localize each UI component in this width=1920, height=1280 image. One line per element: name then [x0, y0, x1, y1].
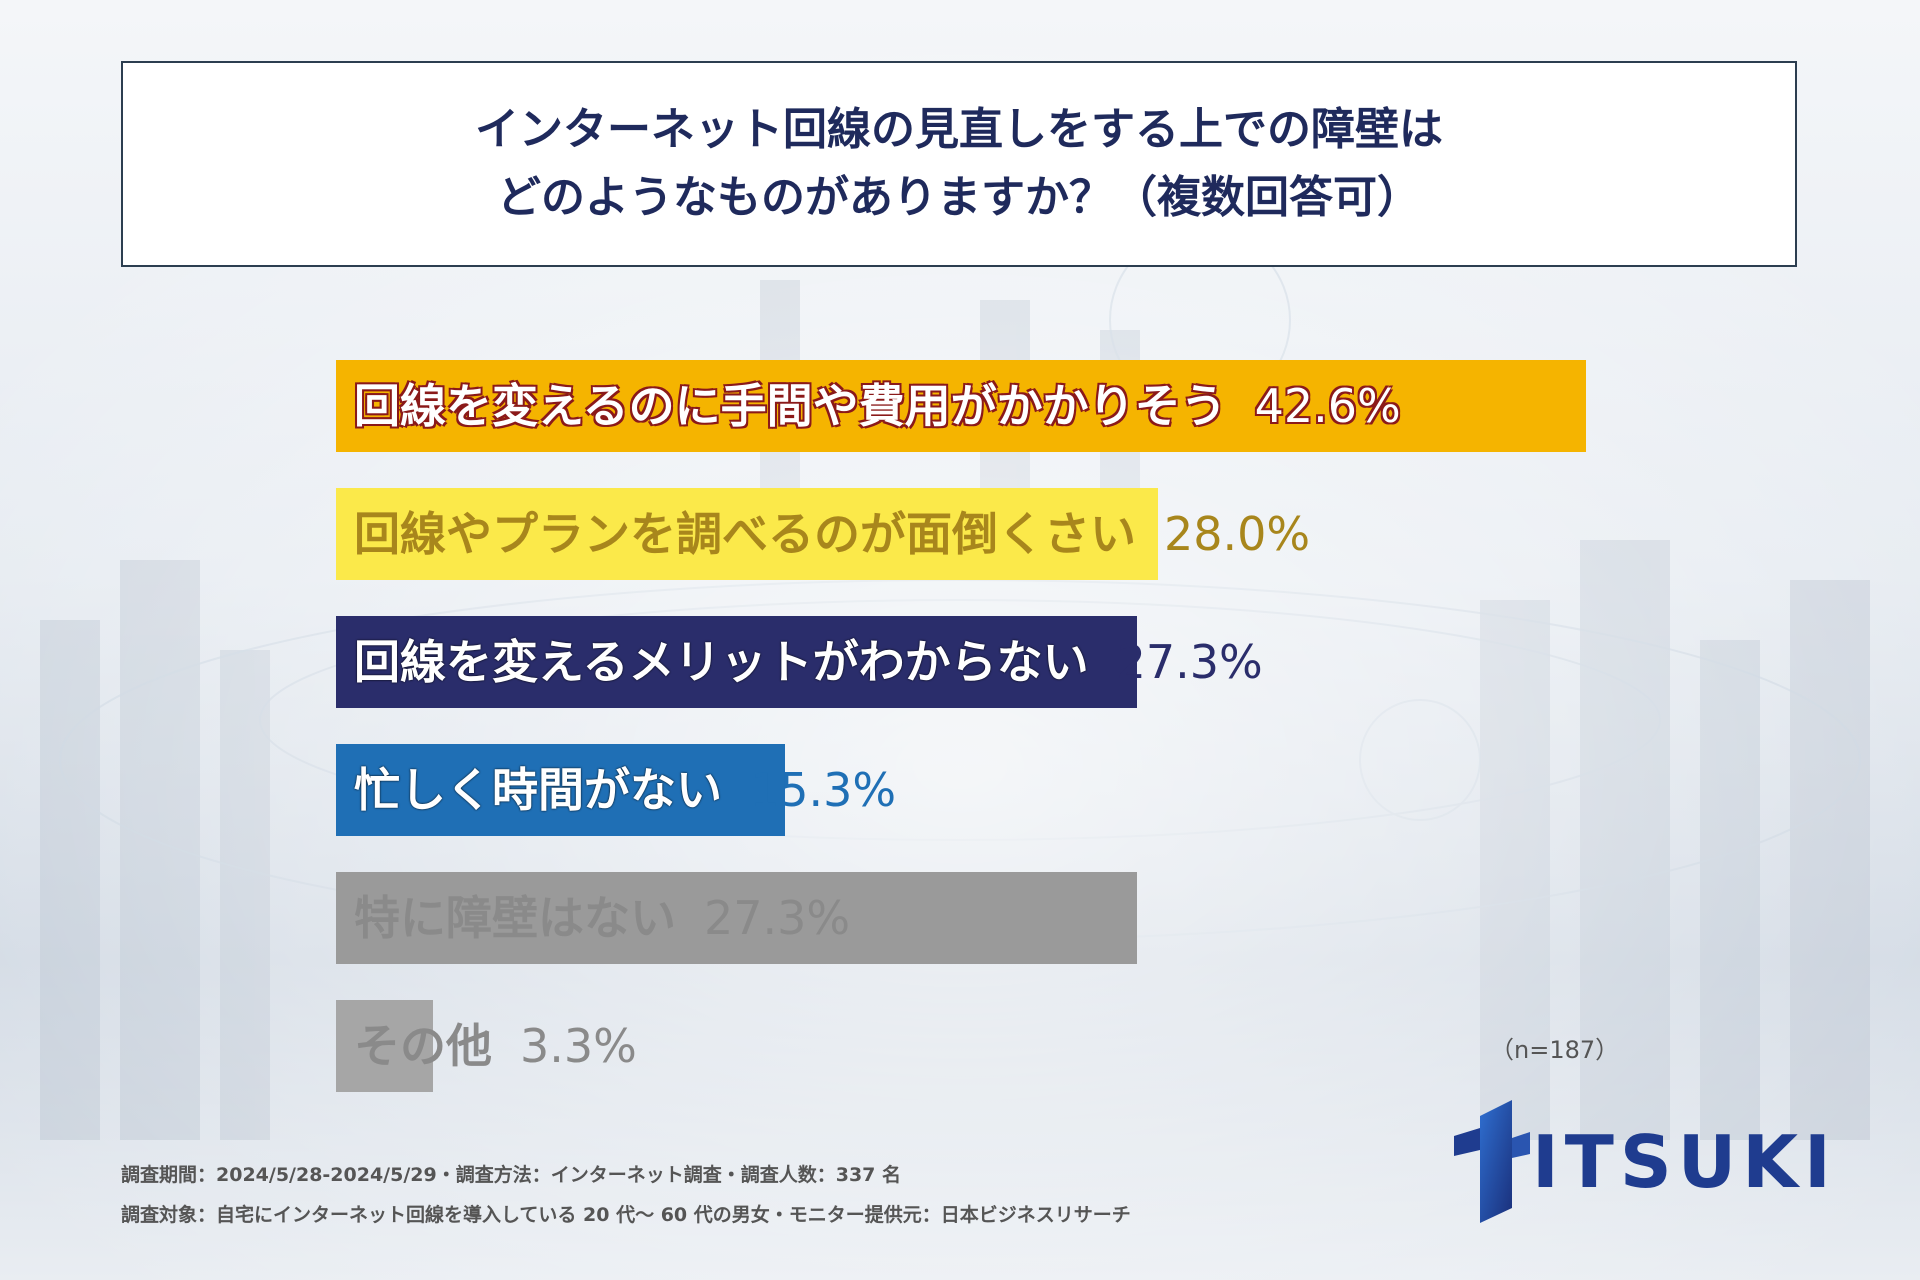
- category-label-6: その他: [354, 1019, 492, 1073]
- bar-label-6: その他 3.3%: [354, 1000, 637, 1092]
- bar-3: [336, 616, 1137, 708]
- value-label-4: 15.3%: [750, 763, 897, 817]
- bar-label-4: 忙しく時間がない 15.3%: [354, 744, 896, 836]
- bar-label-5: 特に障壁はない 27.3%: [354, 872, 850, 964]
- category-label-1: 回線を変えるのに手間や費用がかかりそう: [354, 379, 1227, 433]
- chart-title-line2: どのようなものがありますか？（複数回答可）: [497, 172, 1421, 223]
- value-label-1: 42.6%: [1254, 379, 1401, 433]
- title-box: インターネット回線の見直しをする上での障壁は どのようなものがありますか？（複数…: [121, 61, 1797, 267]
- bar-6: [336, 1000, 433, 1092]
- footer-survey-period: 調査期間：2024/5/28-2024/5/29・調査方法：インターネット調査・…: [121, 1164, 902, 1186]
- value-label-6: 3.3%: [520, 1019, 637, 1073]
- value-label-5: 27.3%: [704, 891, 851, 945]
- bar-label-1: 回線を変えるのに手間や費用がかかりそう 42.6%: [354, 360, 1401, 452]
- itsuki-logo: ITSUKI: [1450, 1098, 1831, 1223]
- bar-2: [336, 488, 1158, 580]
- category-label-2: 回線やプランを調べるのが面倒くさい: [354, 507, 1136, 561]
- category-label-4: 忙しく時間がない: [354, 763, 722, 817]
- chart-title-line1: インターネット回線の見直しをする上での障壁は: [475, 104, 1443, 155]
- value-label-3: 27.3%: [1116, 635, 1263, 689]
- footer-survey-target: 調査対象：自宅にインターネット回線を導入している 20 代〜 60 代の男女・モ…: [121, 1204, 1131, 1226]
- bar-1: [336, 360, 1586, 452]
- value-label-2: 28.0%: [1164, 507, 1311, 561]
- category-label-5: 特に障壁はない: [354, 891, 676, 945]
- bar-label-2: 回線やプランを調べるのが面倒くさい 28.0%: [354, 488, 1310, 580]
- sample-size-label: （n=187）: [1490, 1036, 1620, 1064]
- bar-label-3: 回線を変えるメリットがわからない 27.3%: [354, 616, 1263, 708]
- bar-4: [336, 744, 785, 836]
- logo-text: ITSUKI: [1532, 1120, 1837, 1204]
- logo-mark-icon: [1454, 1100, 1530, 1223]
- bar-5: [336, 872, 1137, 964]
- category-label-3: 回線を変えるメリットがわからない: [354, 635, 1089, 689]
